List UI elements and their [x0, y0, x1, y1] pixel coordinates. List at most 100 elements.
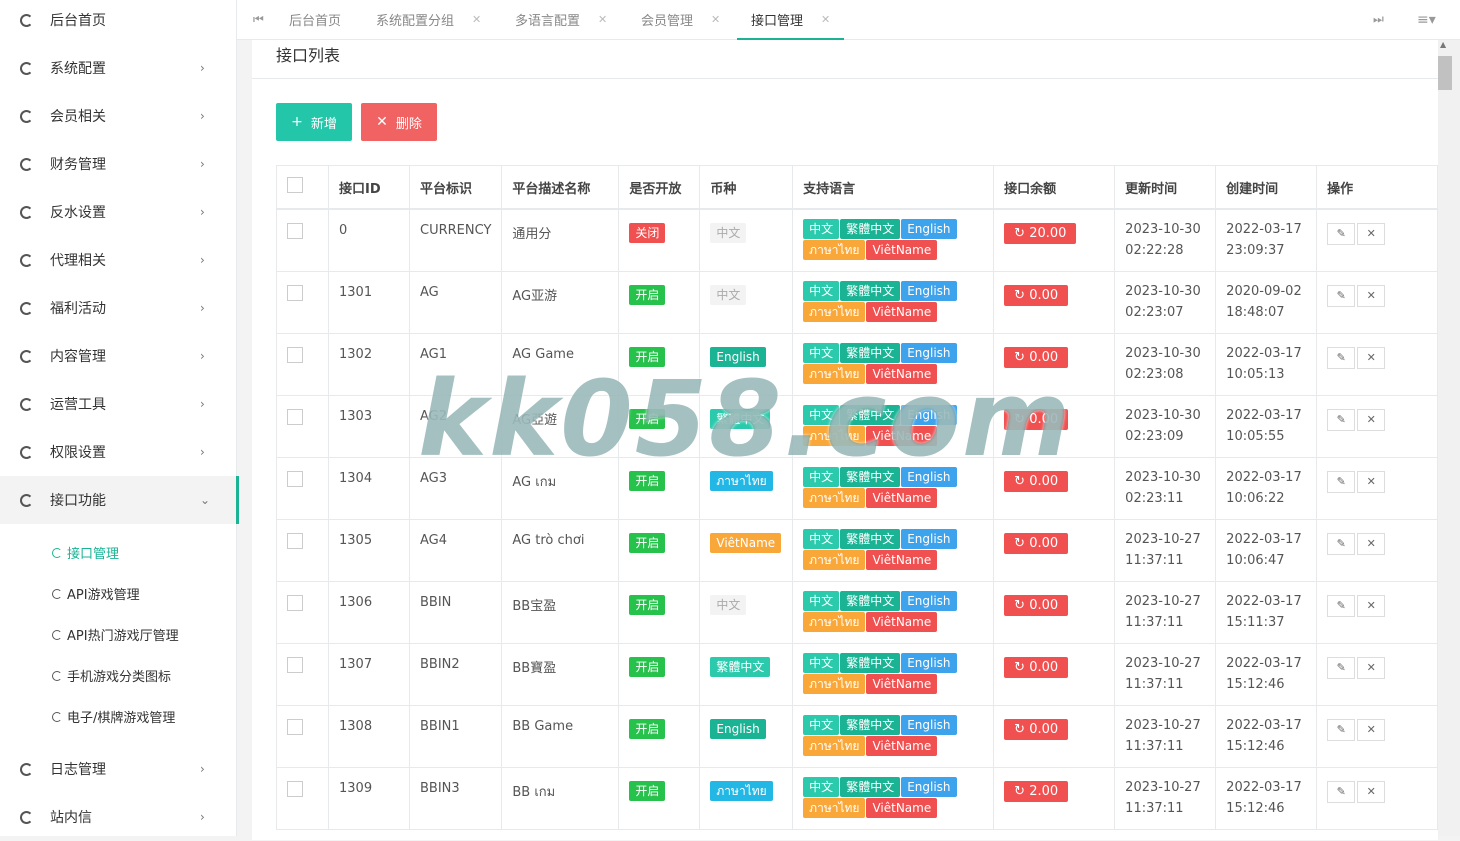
close-icon[interactable]: ✕ — [472, 13, 482, 26]
balance-refresh-button[interactable]: ↻ 0.00 — [1004, 594, 1069, 616]
row-checkbox[interactable] — [287, 223, 303, 239]
cell-updated: 2023-10-27 11:37:11 — [1114, 518, 1217, 582]
sidebar-item-operations[interactable]: 运营工具 › — [0, 380, 236, 428]
created-date: 2022-03-17 — [1226, 655, 1302, 671]
edit-icon[interactable]: ✎ — [1327, 532, 1356, 555]
edit-icon[interactable]: ✎ — [1327, 346, 1356, 369]
row-checkbox[interactable] — [287, 718, 303, 735]
balance-refresh-button[interactable]: ↻ 0.00 — [1004, 656, 1069, 678]
sidebar-item-interfaces[interactable]: 接口功能 ⌄ — [0, 476, 239, 524]
updated-time: 11:37:11 — [1125, 552, 1184, 568]
edit-icon[interactable]: ✎ — [1327, 408, 1356, 431]
language-label: English — [901, 528, 957, 549]
select-all-cell — [276, 165, 329, 210]
sidebar-item-logs[interactable]: 日志管理 › — [0, 745, 236, 793]
scrollbar[interactable]: ▲ — [1438, 40, 1460, 836]
status-badge[interactable]: 开启 — [629, 346, 666, 367]
sidebar-item-label: 会员相关 — [50, 109, 106, 125]
close-icon[interactable]: ✕ — [1357, 284, 1386, 307]
close-icon[interactable]: ✕ — [821, 12, 831, 26]
status-badge[interactable]: 开启 — [629, 284, 666, 305]
balance-refresh-button[interactable]: ↻ 0.00 — [1004, 718, 1069, 740]
sidebar-item-home[interactable]: 后台首页 — [0, 0, 236, 44]
tab-multilanguage[interactable]: 多语言配置 ✕ — [515, 0, 607, 39]
tab-members[interactable]: 会员管理 ✕ — [641, 0, 720, 39]
balance-refresh-button[interactable]: ↻ 2.00 — [1004, 780, 1069, 802]
add-button[interactable]: + 新增 — [276, 103, 352, 141]
balance-refresh-button[interactable]: ↻ 0.00 — [1004, 408, 1069, 430]
row-checkbox[interactable] — [287, 532, 303, 549]
status-badge[interactable]: 开启 — [629, 718, 666, 739]
row-checkbox[interactable] — [287, 346, 303, 363]
col-header: 接口ID — [328, 165, 410, 210]
row-checkbox[interactable] — [287, 408, 303, 425]
delete-button[interactable]: ✕ 删除 — [361, 103, 437, 141]
scrollbar-thumb[interactable] — [1438, 56, 1452, 90]
language-label: ViêtName — [866, 611, 938, 632]
select-all-checkbox[interactable] — [287, 177, 303, 193]
cell-currency: ภาษาไทย — [699, 456, 794, 520]
status-badge[interactable]: 开启 — [629, 408, 666, 429]
balance-refresh-button[interactable]: ↻ 0.00 — [1004, 532, 1069, 554]
edit-icon[interactable]: ✎ — [1327, 594, 1356, 617]
sidebar-item-messages[interactable]: 站内信 › — [0, 793, 236, 841]
close-icon[interactable]: ✕ — [1357, 408, 1386, 431]
sidebar-item-content[interactable]: 内容管理 › — [0, 332, 236, 380]
sidebar-subitem-mobile-icons[interactable]: 手机游戏分类图标 — [52, 666, 171, 685]
edit-icon[interactable]: ✎ — [1327, 656, 1356, 679]
close-icon[interactable]: ✕ — [1357, 718, 1386, 741]
row-checkbox[interactable] — [287, 656, 303, 673]
status-badge[interactable]: 开启 — [629, 532, 666, 553]
sidebar-item-promotions[interactable]: 福利活动 › — [0, 284, 236, 332]
sidebar-item-finance[interactable]: 财务管理 › — [0, 140, 236, 188]
close-icon[interactable]: ✕ — [1357, 780, 1386, 803]
edit-icon[interactable]: ✎ — [1327, 780, 1356, 803]
status-badge[interactable]: 关闭 — [629, 223, 666, 243]
last-page-icon[interactable]: ⏭ — [1373, 12, 1384, 26]
sidebar-item-members[interactable]: 会员相关 › — [0, 92, 236, 140]
close-icon[interactable]: ✕ — [711, 13, 721, 26]
close-icon[interactable]: ✕ — [1357, 594, 1386, 617]
sidebar-item-rebate[interactable]: 反水设置 › — [0, 188, 236, 236]
tab-interface-management[interactable]: 接口管理 ✕ — [737, 0, 845, 40]
sidebar-item-agents[interactable]: 代理相关 › — [0, 236, 236, 284]
close-icon[interactable]: ✕ — [1357, 656, 1386, 679]
sidebar-subitem-slot-chess-games[interactable]: 电子/棋牌游戏管理 — [52, 707, 175, 726]
close-icon[interactable]: ✕ — [598, 13, 608, 26]
first-page-icon[interactable]: ⏮ — [253, 12, 264, 26]
row-checkbox[interactable] — [287, 780, 303, 797]
sidebar-subitem-interface-management[interactable]: 接口管理 — [52, 543, 119, 562]
close-icon[interactable]: ✕ — [1357, 346, 1386, 369]
status-badge[interactable]: 开启 — [629, 470, 666, 491]
edit-icon[interactable]: ✎ — [1327, 718, 1356, 741]
scroll-up-icon[interactable]: ▲ — [1440, 40, 1447, 49]
circle-nav-icon — [52, 670, 62, 681]
edit-icon[interactable]: ✎ — [1327, 284, 1356, 307]
sidebar-subitem-api-hot-halls[interactable]: API热门游戏厅管理 — [52, 625, 179, 644]
row-checkbox[interactable] — [287, 470, 303, 487]
edit-icon[interactable]: ✎ — [1327, 470, 1356, 493]
close-icon[interactable]: ✕ — [1357, 223, 1386, 245]
sidebar-item-permissions[interactable]: 权限设置 › — [0, 428, 236, 476]
circle-nav-icon — [20, 61, 33, 75]
close-icon[interactable]: ✕ — [1357, 532, 1386, 555]
language-label: 繁體中文 — [840, 280, 901, 301]
row-checkbox[interactable] — [287, 284, 303, 301]
row-select-cell — [276, 270, 329, 334]
tab-home[interactable]: 后台首页 — [289, 0, 341, 39]
language-label: 中文 — [803, 342, 840, 363]
status-badge[interactable]: 开启 — [629, 656, 666, 677]
row-checkbox[interactable] — [287, 594, 303, 611]
balance-refresh-button[interactable]: ↻ 0.00 — [1004, 346, 1069, 368]
balance-refresh-button[interactable]: ↻ 20.00 — [1004, 223, 1077, 244]
sidebar-item-system-config[interactable]: 系统配置 › — [0, 44, 236, 92]
tab-system-config-groups[interactable]: 系统配置分组 ✕ — [376, 0, 481, 39]
status-badge[interactable]: 开启 — [629, 594, 666, 615]
edit-icon[interactable]: ✎ — [1327, 223, 1356, 245]
close-icon[interactable]: ✕ — [1357, 470, 1386, 493]
sidebar-subitem-api-games[interactable]: API游戏管理 — [52, 584, 140, 603]
balance-refresh-button[interactable]: ↻ 0.00 — [1004, 284, 1069, 306]
status-badge[interactable]: 开启 — [629, 780, 666, 801]
menu-icon[interactable]: ≡▾ — [1417, 11, 1436, 28]
balance-refresh-button[interactable]: ↻ 0.00 — [1004, 470, 1069, 492]
